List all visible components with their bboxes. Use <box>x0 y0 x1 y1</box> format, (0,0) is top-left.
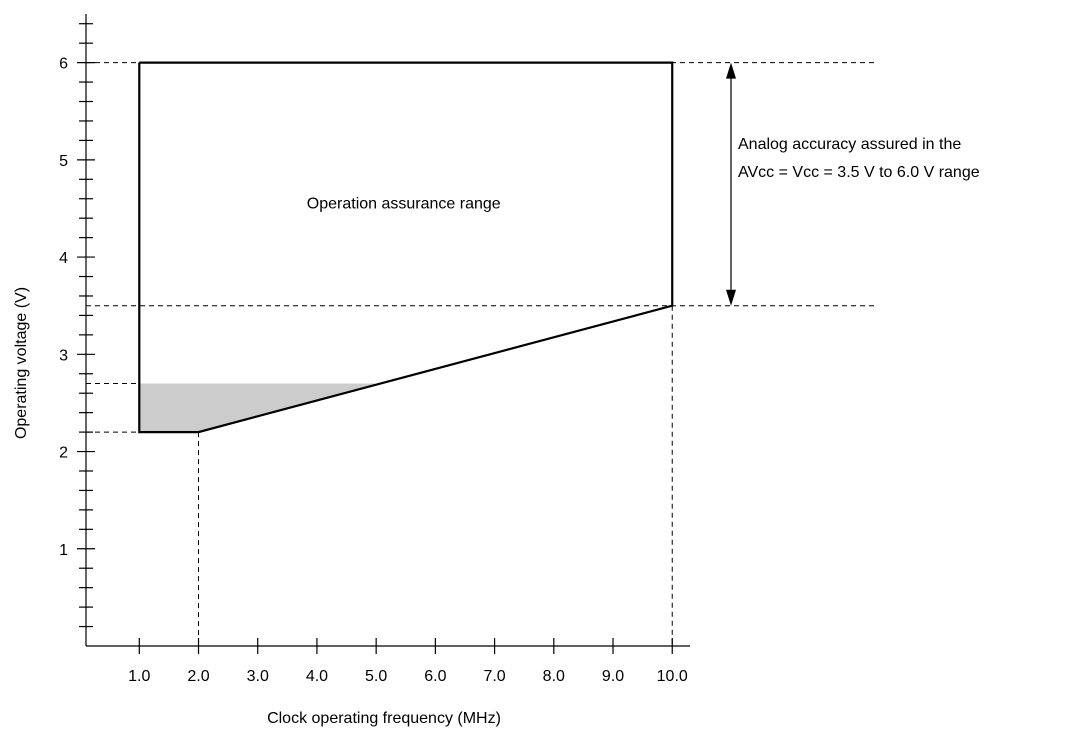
x-tick-label: 6.0 <box>424 668 446 685</box>
y-tick-label: 5 <box>59 153 68 170</box>
y-tick-label: 1 <box>59 542 68 559</box>
annotation-line-2: AVcc = Vcc = 3.5 V to 6.0 V range <box>738 164 980 181</box>
reference-lines <box>86 62 876 646</box>
y-axis-title: Operating voltage (V) <box>13 287 30 439</box>
y-tick-label: 6 <box>59 56 68 73</box>
x-tick-label: 4.0 <box>306 668 328 685</box>
x-tick-label: 2.0 <box>187 668 209 685</box>
annotation-line-1: Analog accuracy assured in the <box>738 136 961 153</box>
arrowhead-bottom <box>726 289 736 306</box>
y-tick-label: 2 <box>59 445 68 462</box>
x-tick-label: 7.0 <box>483 668 505 685</box>
operation-assurance-region <box>138 61 674 434</box>
y-tick-label: 3 <box>59 347 68 364</box>
x-tick-label: 5.0 <box>365 668 387 685</box>
x-ticks: 1.0 2.0 3.0 4.0 5.0 6.0 7.0 8.0 9.0 10.0 <box>128 638 688 685</box>
shaded-region <box>139 383 377 433</box>
x-tick-label: 3.0 <box>247 668 269 685</box>
y-ticks: 1 2 3 4 5 6 <box>59 23 95 628</box>
annotation: Analog accuracy assured in the AVcc = Vc… <box>726 62 980 306</box>
x-axis-title: Clock operating frequency (MHz) <box>267 710 501 727</box>
axes <box>85 14 690 647</box>
x-tick-label: 10.0 <box>657 668 688 685</box>
y-tick-label: 4 <box>59 250 68 267</box>
arrowhead-top <box>726 62 736 79</box>
x-tick-label: 8.0 <box>543 668 565 685</box>
x-tick-label: 9.0 <box>602 668 624 685</box>
x-tick-label: 1.0 <box>128 668 150 685</box>
region-label: Operation assurance range <box>307 195 501 212</box>
